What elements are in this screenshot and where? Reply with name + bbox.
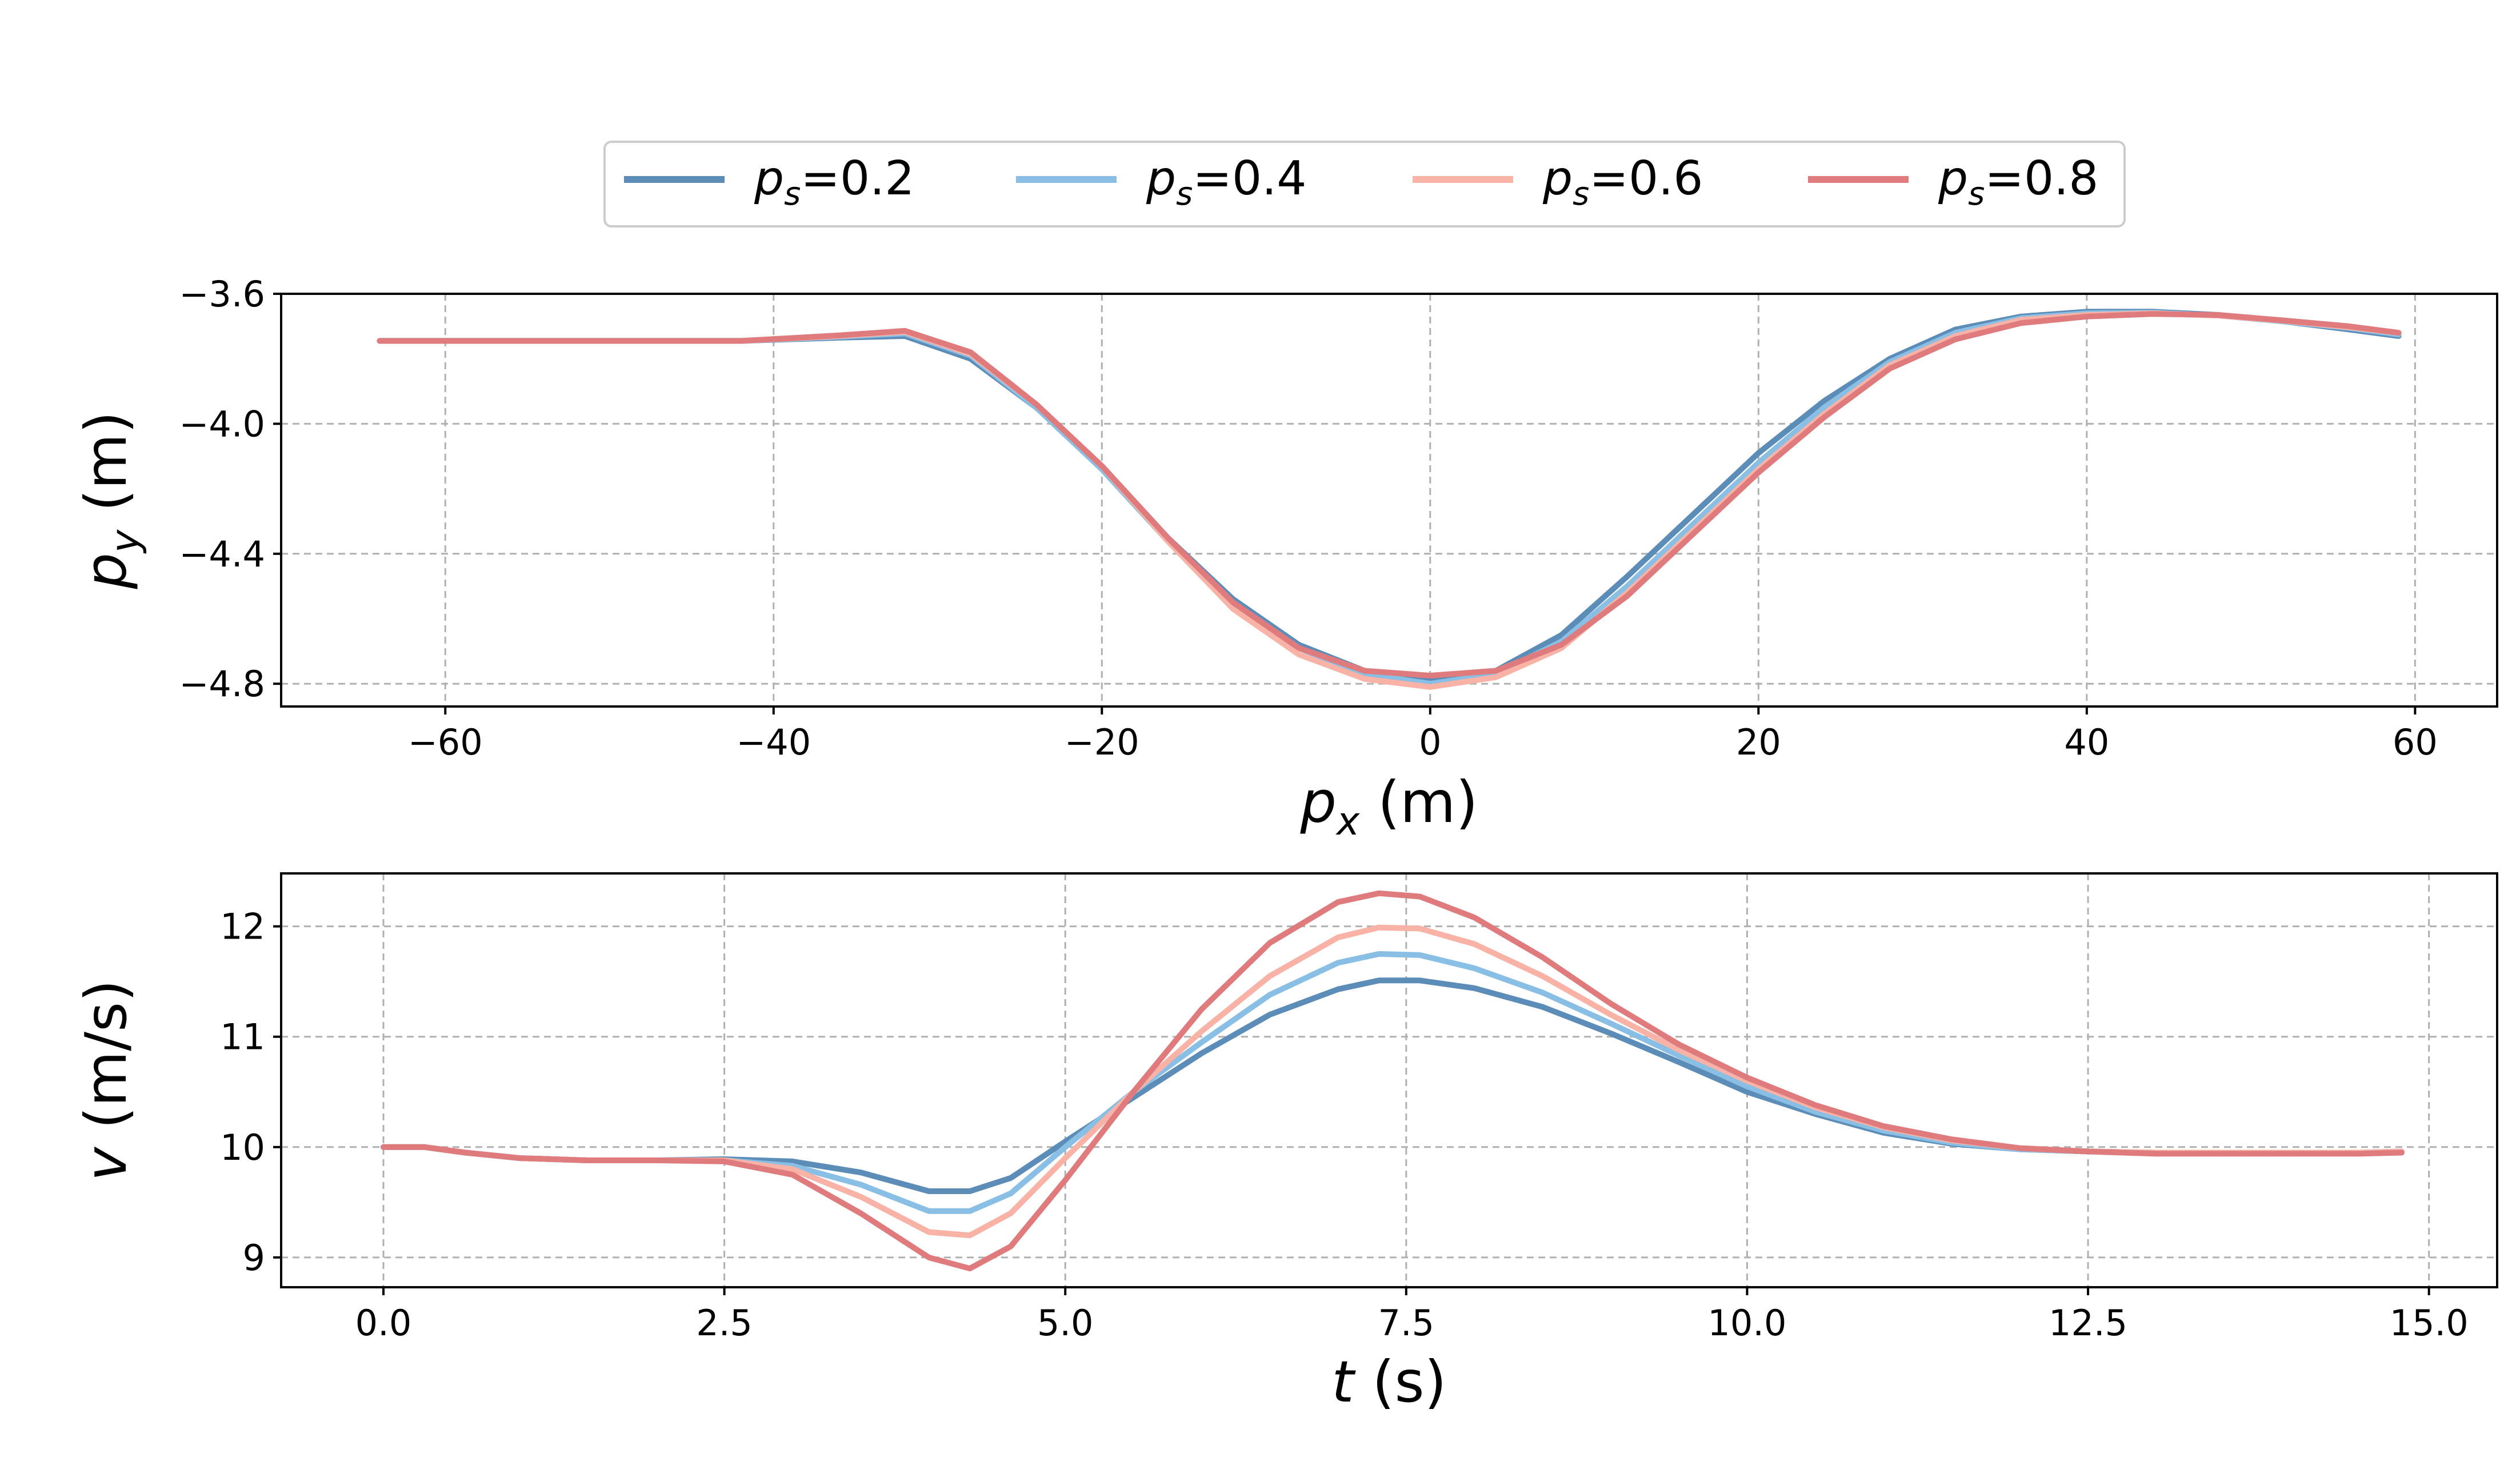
legend-label-2: ps=0.4 bbox=[1146, 151, 1306, 213]
trajectory-series-line-4 bbox=[377, 311, 2402, 678]
velocity-y-tick-label: 10 bbox=[220, 1127, 265, 1168]
trajectory-y-tick-label: −4.8 bbox=[179, 663, 265, 705]
trajectory-x-tick-label: 0 bbox=[1419, 721, 1441, 763]
legend: ps=0.2 ps=0.4 ps=0.6 ps=0.8 bbox=[603, 141, 2126, 227]
trajectory-plot: −60 −40 −20 0 20 40 60 −3.6 −4.0 −4.4 −4.8 px (m) py… bbox=[73, 273, 2498, 844]
velocity-x-tick-label: 10.0 bbox=[1707, 1302, 1786, 1344]
trajectory-y-tick-label: −4.0 bbox=[179, 403, 265, 445]
trajectory-x-tick-label: 20 bbox=[1736, 721, 1781, 763]
trajectory-y-axis-label: py (m) bbox=[73, 412, 148, 590]
velocity-y-tick-label: 11 bbox=[220, 1016, 265, 1058]
legend-label-1: ps=0.2 bbox=[754, 151, 914, 213]
trajectory-x-tick-label: 40 bbox=[2064, 721, 2109, 763]
velocity-x-tick-label: 12.5 bbox=[2049, 1302, 2127, 1344]
trajectory-axes-frame bbox=[280, 293, 2498, 708]
trajectory-x-tick-label: −60 bbox=[408, 721, 483, 763]
velocity-x-tick-label: 2.5 bbox=[696, 1302, 753, 1344]
velocity-plot: 0.0 2.5 5.0 7.5 10.0 12.5 15.0 9 10 11 12 t (s) v (m… bbox=[73, 872, 2498, 1415]
velocity-y-tick-label: 9 bbox=[243, 1237, 265, 1279]
legend-frame bbox=[603, 141, 2126, 227]
legend-label-4: ps=0.8 bbox=[1938, 151, 2098, 213]
trajectory-y-tick-label: −3.6 bbox=[179, 273, 265, 315]
velocity-x-tick-label: 15.0 bbox=[2390, 1302, 2469, 1344]
trajectory-x-tick-label: −40 bbox=[736, 721, 811, 763]
velocity-y-axis-label: v (m/s) bbox=[73, 980, 139, 1181]
legend-label-3: ps=0.6 bbox=[1542, 151, 1703, 213]
velocity-x-axis-label: t (s) bbox=[1331, 1348, 1446, 1415]
trajectory-x-tick-label: −20 bbox=[1065, 721, 1139, 763]
trajectory-y-tick-label: −4.4 bbox=[179, 533, 265, 575]
trajectory-x-axis-label: px (m) bbox=[1300, 769, 1478, 844]
velocity-axes-frame bbox=[280, 872, 2498, 1288]
velocity-y-tick-label: 12 bbox=[220, 906, 265, 948]
velocity-x-tick-label: 7.5 bbox=[1378, 1302, 1435, 1344]
velocity-x-tick-label: 5.0 bbox=[1037, 1302, 1094, 1344]
velocity-series-line-4 bbox=[381, 890, 2405, 1272]
trajectory-x-tick-label: 60 bbox=[2393, 721, 2438, 763]
velocity-x-tick-label: 0.0 bbox=[355, 1302, 412, 1344]
